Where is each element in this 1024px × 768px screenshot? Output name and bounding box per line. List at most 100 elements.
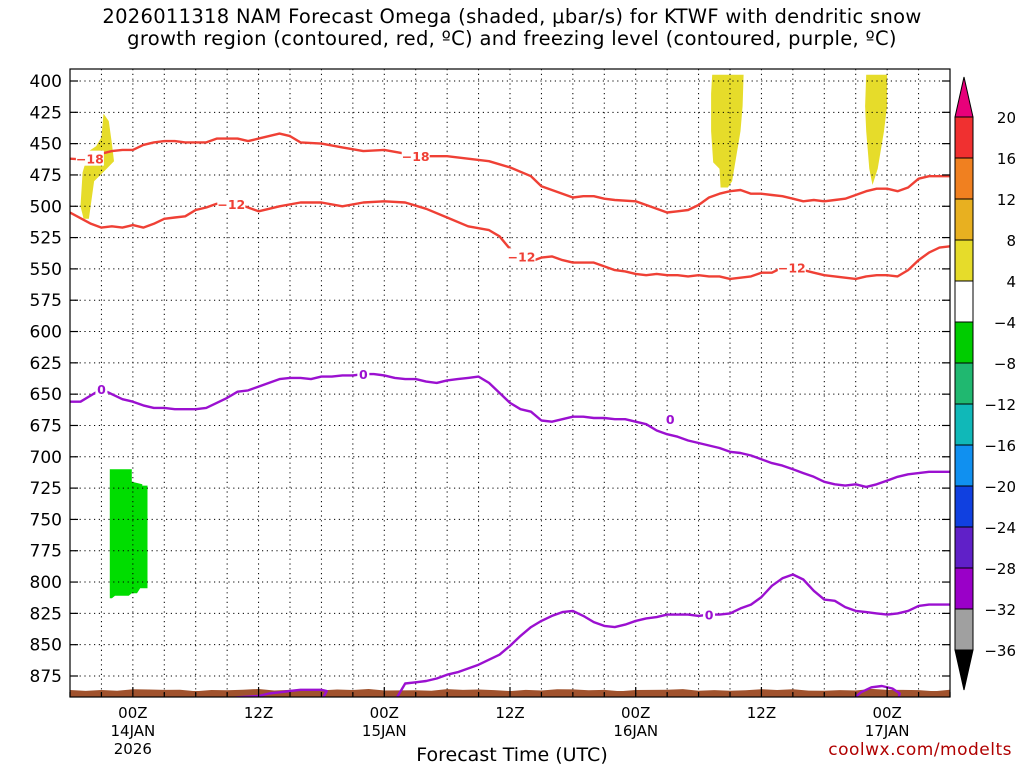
omega-region-1 [711, 74, 744, 188]
colorbar-tick-label-2: 12 [997, 191, 1016, 209]
contour-label-1-1: −12 [508, 249, 536, 264]
grid-lines [70, 69, 950, 697]
colorbar-bin-9 [954, 485, 974, 528]
colorbar-bin-5 [954, 321, 974, 364]
contour-label-bg-1-0 [217, 195, 246, 211]
x-tick-label-6: 00Z [118, 704, 147, 722]
credit-text: coolwx.com/modelts [828, 740, 1012, 760]
contour-label-2-2: 0 [666, 412, 675, 427]
x-tick-label-66: 12Z [747, 704, 776, 722]
x-tick-label-18: 12Z [244, 704, 273, 722]
colorbar-bottom-arrow [954, 649, 974, 691]
contour-label-0-0: −18 [76, 152, 104, 167]
colorbar-tick-label-13: −36 [984, 642, 1016, 660]
colorbar-tick-label-12: −32 [984, 601, 1016, 619]
colorbar: 20 16 12 8 4 −4 −8 −12 −16 −20 −24 −28 −32 −36 [954, 76, 1016, 691]
y-tick-label-500: 500 [30, 197, 62, 217]
isotherm-contours [70, 132, 950, 697]
colorbar-bin-8 [954, 444, 974, 487]
colorbar-bin-11 [954, 567, 974, 610]
colorbar-tick-label-9: −20 [984, 478, 1016, 496]
contour-label-bg-2-2 [664, 411, 677, 427]
contour-label-1-2: −12 [778, 261, 806, 276]
x-tick-label-78: 00Z [872, 704, 901, 722]
colorbar-tick-label-10: −24 [984, 519, 1016, 537]
colorbar-tick-label-11: −28 [984, 560, 1016, 578]
x-tick-date-54: 16JAN [613, 722, 658, 740]
x-tick-year-6: 2026 [114, 740, 152, 758]
y-tick-label-875: 875 [30, 667, 62, 687]
contour-label-bg-1-2 [777, 259, 806, 275]
omega-region-0 [80, 113, 114, 219]
colorbar-tick-label-6: −8 [994, 355, 1016, 373]
colorbar-bin-3 [954, 239, 974, 282]
y-tick-label-725: 725 [30, 479, 62, 499]
y-tick-label-825: 825 [30, 604, 62, 624]
isotherm-line-5 [853, 684, 901, 697]
chart-title-line2: growth region (contoured, red, ºC) and f… [127, 27, 897, 50]
isotherm-line-2 [70, 372, 950, 489]
y-tick-label-425: 425 [30, 103, 62, 123]
contour-labels: −18 −18 −12 −12 −12 0 0 0 0 [75, 148, 806, 623]
omega-region-2 [865, 74, 888, 185]
colorbar-bin-0 [954, 116, 974, 159]
colorbar-tick-label-5: −4 [994, 314, 1016, 332]
isotherm-line-1 [70, 200, 950, 281]
colorbar-bin-6 [954, 362, 974, 405]
contour-label-0-1: −18 [402, 149, 430, 164]
y-tick-label-600: 600 [30, 323, 62, 343]
colorbar-bin-2 [954, 198, 974, 241]
contour-label-bg-3-0 [703, 606, 716, 622]
x-tick-label-30: 00Z [370, 704, 399, 722]
colorbar-bin-10 [954, 526, 974, 569]
contour-label-2-0: 0 [97, 382, 106, 397]
colorbar-bin-12 [954, 608, 974, 651]
colorbar-bin-4 [954, 280, 974, 323]
x-tick-date-78: 17JAN [865, 722, 910, 740]
y-tick-label-800: 800 [30, 573, 62, 593]
y-tick-label-400: 400 [30, 72, 62, 92]
y-axis: 400 425 450 475 500 525 550 575 600 625 650 675 700 7… [30, 72, 950, 687]
contour-label-1-0: −12 [217, 197, 245, 212]
contour-label-bg-1-1 [507, 248, 536, 264]
x-tick-label-54: 00Z [621, 704, 650, 722]
colorbar-bin-7 [954, 403, 974, 446]
y-tick-label-550: 550 [30, 260, 62, 280]
colorbar-tick-label-8: −16 [984, 437, 1016, 455]
y-tick-label-575: 575 [30, 291, 62, 311]
contour-label-bg-0-1 [401, 148, 430, 164]
contour-label-bg-0-0 [75, 150, 104, 166]
y-tick-label-625: 625 [30, 354, 62, 374]
x-tick-date-6: 14JAN [110, 722, 155, 740]
y-tick-label-775: 775 [30, 542, 62, 562]
y-tick-label-450: 450 [30, 135, 62, 155]
colorbar-bin-1 [954, 157, 974, 200]
x-tick-date-30: 15JAN [362, 722, 407, 740]
colorbar-tick-label-0: 20 [997, 109, 1016, 127]
colorbar-top-arrow [954, 76, 974, 118]
y-tick-label-475: 475 [30, 166, 62, 186]
colorbar-tick-label-4: 4 [1006, 273, 1016, 291]
contour-label-bg-2-0 [95, 381, 108, 397]
colorbar-tick-label-1: 16 [997, 150, 1016, 168]
y-tick-label-700: 700 [30, 448, 62, 468]
y-tick-label-675: 675 [30, 416, 62, 436]
y-tick-label-525: 525 [30, 229, 62, 249]
isotherm-line-3 [395, 573, 950, 697]
contour-label-3-0: 0 [705, 608, 714, 623]
contour-label-bg-2-1 [357, 366, 370, 382]
chart-title: 2026011318 NAM Forecast Omega (shaded, μ… [0, 6, 1024, 50]
y-tick-label-850: 850 [30, 636, 62, 656]
omega-region-3 [109, 469, 148, 599]
contour-label-2-1: 0 [359, 367, 368, 382]
isotherm-line-0 [70, 132, 950, 214]
colorbar-tick-label-3: 8 [1006, 232, 1016, 250]
isotherm-line-4 [230, 688, 328, 697]
y-tick-label-650: 650 [30, 385, 62, 405]
x-axis-label: Forecast Time (UTC) [416, 744, 608, 766]
colorbar-tick-label-7: −12 [984, 396, 1016, 414]
chart-title-line1: 2026011318 NAM Forecast Omega (shaded, μ… [102, 5, 922, 28]
y-tick-label-750: 750 [30, 510, 62, 530]
omega-regions [80, 74, 888, 599]
